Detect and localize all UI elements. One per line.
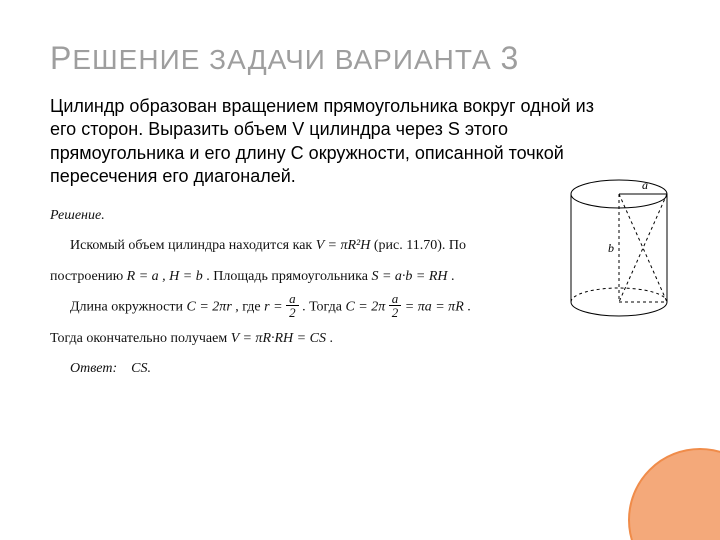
- title-w3: ВАРИАНТА: [335, 44, 492, 75]
- title-w1: ЕШЕНИЕ: [72, 44, 200, 75]
- text: . Тогда: [302, 300, 345, 315]
- diagram-label-b: b: [608, 241, 614, 255]
- corner-circle-decoration: [628, 448, 720, 540]
- text: построению: [50, 269, 127, 284]
- formula: S = a·b = RH: [371, 269, 447, 284]
- text: Длина окружности: [70, 300, 187, 315]
- frac-num: a: [286, 292, 299, 306]
- cylinder-diagram: a b: [564, 176, 674, 326]
- solution-line-4: Тогда окончательно получаем V = πR·RH = …: [50, 326, 670, 353]
- text: Искомый объем цилиндра находится как: [70, 238, 316, 253]
- answer-line: Ответ: CS.: [50, 356, 670, 383]
- formula: V = πR²H: [316, 238, 371, 253]
- fraction: a 2: [389, 292, 402, 319]
- formula: R = a , H = b: [127, 269, 203, 284]
- frac-num: a: [389, 292, 402, 306]
- formula: C = 2π: [345, 300, 385, 315]
- text: (рис. 11.70). По: [374, 238, 466, 253]
- formula: C = 2πr: [187, 300, 232, 315]
- formula: = πa = πR: [405, 300, 464, 315]
- diagram-label-a: a: [642, 178, 648, 192]
- title-number: 3: [500, 40, 519, 76]
- text: .: [451, 269, 455, 284]
- slide: РЕШЕНИЕ ЗАДАЧИ ВАРИАНТА 3 Цилиндр образо…: [0, 0, 720, 540]
- formula: r =: [264, 300, 286, 315]
- text: , где: [235, 300, 264, 315]
- fraction: a 2: [286, 292, 299, 319]
- frac-den: 2: [389, 306, 402, 319]
- text: .: [467, 300, 471, 315]
- page-title: РЕШЕНИЕ ЗАДАЧИ ВАРИАНТА 3: [50, 40, 670, 77]
- title-cap: Р: [50, 40, 72, 76]
- text: .: [329, 331, 333, 346]
- text: . Площадь прямоугольника: [206, 269, 371, 284]
- answer-label: Ответ:: [70, 361, 117, 376]
- frac-den: 2: [286, 306, 299, 319]
- text: Тогда окончательно получаем: [50, 331, 231, 346]
- title-w2: ЗАДАЧИ: [209, 44, 326, 75]
- formula: V = πR·RH = CS: [231, 331, 326, 346]
- problem-statement: Цилиндр образован вращением прямоугольни…: [50, 95, 610, 189]
- answer-value: CS.: [131, 361, 151, 376]
